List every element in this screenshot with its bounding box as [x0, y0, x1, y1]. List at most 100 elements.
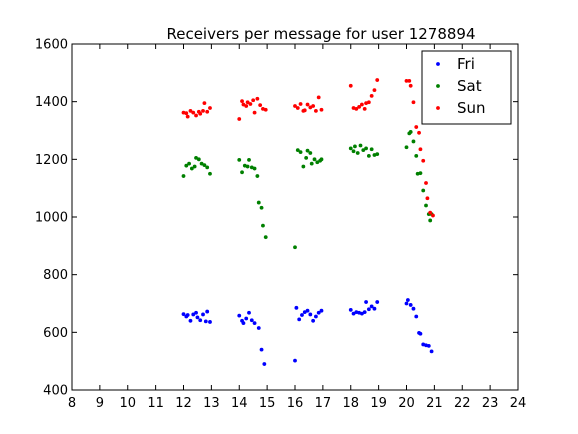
- data-point: [263, 235, 268, 240]
- legend-marker: [436, 62, 440, 66]
- data-point: [192, 164, 197, 169]
- data-point: [237, 313, 242, 318]
- data-point: [188, 318, 193, 323]
- data-point: [187, 161, 191, 166]
- data-point: [375, 152, 380, 157]
- data-point: [208, 171, 212, 176]
- data-point: [237, 158, 242, 162]
- data-point: [308, 105, 313, 110]
- data-point: [293, 358, 297, 363]
- y-tick-label: 400: [43, 384, 68, 399]
- x-tick-label: 15: [259, 396, 276, 411]
- data-point: [355, 151, 360, 155]
- data-point: [428, 218, 433, 223]
- data-point: [421, 158, 426, 163]
- data-point: [293, 245, 297, 250]
- data-point: [191, 110, 196, 115]
- data-point: [369, 304, 374, 309]
- x-tick-label: 13: [203, 396, 220, 411]
- data-point: [411, 100, 416, 105]
- data-point: [205, 165, 210, 170]
- data-point: [301, 164, 306, 169]
- data-point: [366, 100, 371, 105]
- y-tick-label: 1000: [35, 211, 68, 226]
- data-point: [429, 349, 434, 354]
- data-point: [203, 319, 208, 324]
- data-point: [369, 94, 374, 98]
- data-point: [244, 104, 249, 108]
- data-point: [312, 157, 317, 162]
- data-point: [360, 311, 364, 316]
- data-point: [259, 205, 264, 210]
- data-point: [319, 308, 324, 313]
- data-point: [198, 111, 203, 116]
- series-sat: [181, 130, 434, 250]
- data-point: [297, 317, 302, 322]
- data-point: [298, 150, 303, 155]
- data-point: [308, 312, 313, 317]
- series-fri: [181, 298, 434, 366]
- y-axis: 400 600 800 1000 1200 1400 1600: [35, 38, 518, 399]
- data-point: [245, 164, 250, 169]
- data-point: [311, 104, 316, 108]
- data-point: [184, 163, 189, 168]
- data-point: [360, 102, 364, 107]
- data-point: [314, 314, 318, 319]
- data-point: [249, 318, 254, 323]
- x-tick-label: 9: [96, 396, 104, 411]
- x-tick-label: 12: [175, 396, 192, 411]
- data-point: [262, 362, 267, 366]
- data-point: [348, 146, 353, 151]
- data-point: [295, 106, 300, 110]
- data-point: [181, 174, 186, 178]
- data-point: [247, 158, 251, 162]
- data-point: [362, 106, 367, 111]
- data-point: [300, 313, 304, 317]
- data-point: [414, 153, 419, 158]
- data-point: [202, 101, 207, 106]
- data-point: [309, 161, 314, 166]
- y-tick-label: 1600: [35, 38, 68, 53]
- y-tick-label: 1400: [35, 95, 68, 110]
- data-point: [407, 79, 412, 83]
- data-point: [298, 102, 303, 106]
- data-point: [421, 188, 426, 193]
- data-point: [428, 210, 433, 215]
- x-tick-label: 10: [119, 396, 136, 411]
- data-point: [404, 145, 409, 150]
- y-tick-label: 600: [43, 326, 68, 341]
- data-point: [364, 300, 368, 304]
- data-point: [362, 310, 367, 315]
- data-point: [255, 96, 260, 101]
- data-point: [184, 111, 189, 116]
- data-point: [315, 160, 320, 165]
- data-point: [418, 147, 423, 152]
- data-point: [205, 309, 210, 314]
- data-point: [241, 102, 246, 107]
- data-point: [252, 321, 257, 326]
- data-point: [417, 130, 421, 135]
- data-point: [194, 310, 198, 315]
- data-point: [305, 102, 310, 107]
- data-point: [369, 147, 374, 152]
- data-point: [424, 181, 428, 185]
- data-point: [408, 130, 413, 134]
- data-point: [414, 314, 419, 319]
- data-point: [241, 321, 246, 326]
- x-tick-label: 17: [315, 396, 332, 411]
- x-tick-label: 14: [231, 396, 248, 411]
- data-point: [408, 303, 413, 307]
- data-point: [208, 320, 212, 324]
- x-tick-label: 23: [482, 396, 499, 411]
- data-point: [237, 117, 242, 121]
- data-point: [191, 312, 196, 317]
- data-point: [247, 310, 251, 315]
- plot-points: [181, 78, 435, 366]
- data-point: [305, 308, 310, 313]
- x-tick-label: 16: [287, 396, 304, 411]
- data-point: [294, 305, 299, 310]
- data-point: [302, 310, 307, 315]
- data-point: [295, 148, 300, 153]
- data-point: [353, 144, 357, 149]
